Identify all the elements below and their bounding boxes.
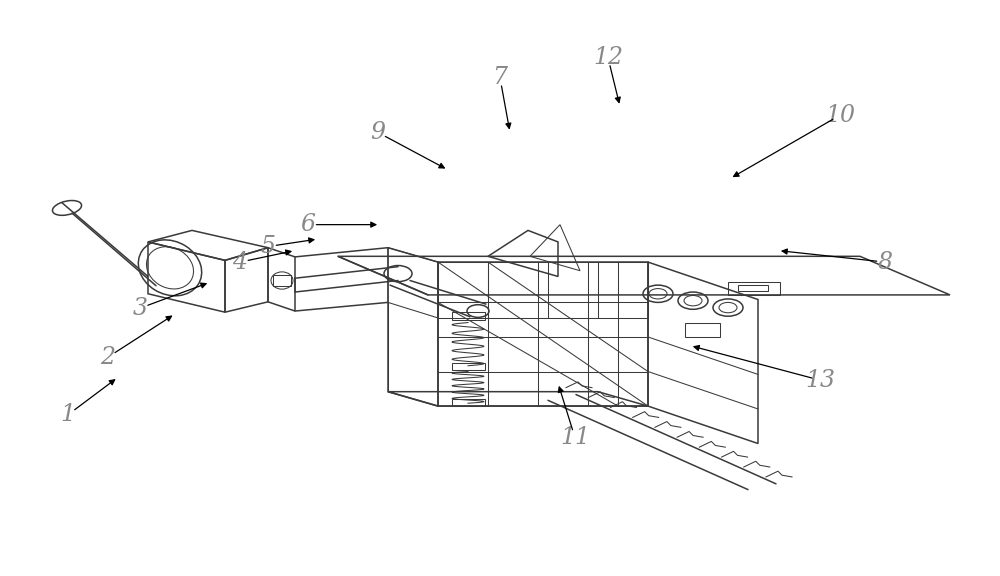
Text: 1: 1: [60, 403, 76, 426]
Text: 4: 4: [232, 251, 248, 274]
Text: 12: 12: [593, 46, 623, 69]
Text: 11: 11: [560, 426, 590, 449]
Text: 3: 3: [132, 297, 148, 320]
Text: 6: 6: [300, 213, 316, 236]
Text: 9: 9: [370, 121, 386, 144]
Text: 7: 7: [492, 66, 508, 89]
Text: 10: 10: [825, 104, 855, 127]
Text: 8: 8: [878, 251, 893, 274]
Text: 5: 5: [260, 235, 276, 258]
Text: 2: 2: [100, 346, 116, 369]
Text: 13: 13: [805, 369, 835, 392]
